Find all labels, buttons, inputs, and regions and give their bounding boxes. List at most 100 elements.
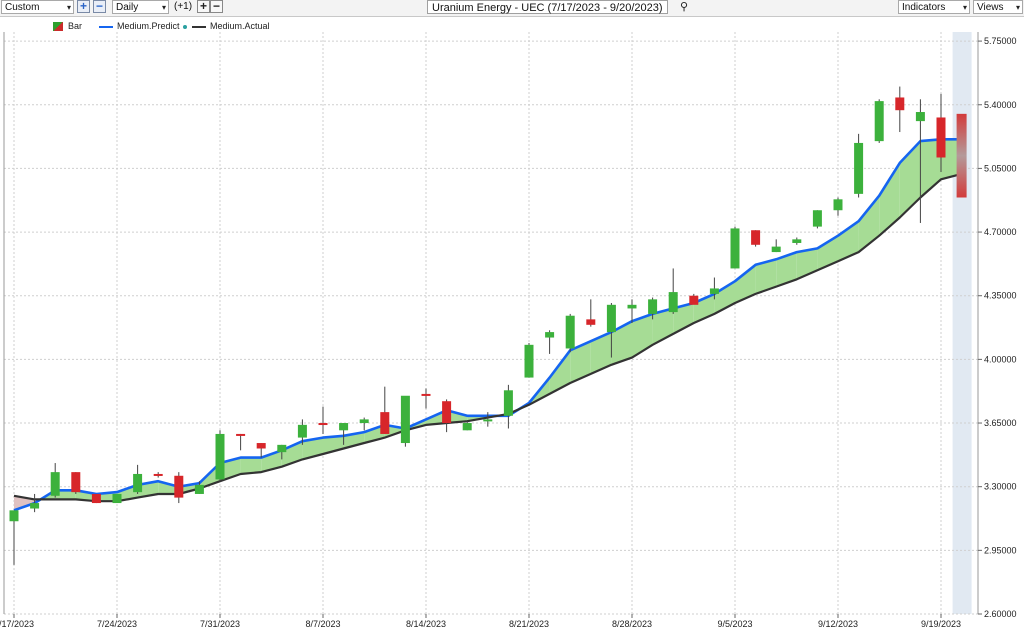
band-fill (673, 302, 694, 334)
band-fill (178, 483, 200, 494)
indicators-label: Indicators (902, 2, 946, 13)
y-tick-label: 4.70000 (984, 227, 1017, 237)
x-tick-label: 8/14/2023 (406, 619, 446, 629)
chart-style-value: Custom (5, 2, 40, 13)
views-label: Views (977, 2, 1004, 13)
medium-predict-line (13, 138, 962, 512)
candle-up (339, 423, 349, 431)
y-tick-label: 5.05000 (984, 163, 1017, 173)
candle-up (503, 390, 513, 416)
band-fill (858, 195, 880, 253)
candle-down (174, 475, 184, 498)
band-fill (755, 259, 777, 294)
shift-label: (+1) (174, 1, 193, 12)
y-tick-label: 2.60000 (984, 609, 1017, 619)
band-fill (570, 341, 591, 384)
band-fill (261, 450, 282, 473)
band-fill (735, 264, 756, 303)
candle-up (730, 228, 740, 269)
settings-dot-icon[interactable] (182, 24, 187, 29)
zoom-out-button[interactable]: − (93, 0, 106, 13)
band-fill (632, 313, 653, 358)
candle-down (751, 230, 761, 245)
chevron-down-icon: ▾ (1015, 3, 1020, 12)
band-fill (611, 321, 632, 365)
band-fill (240, 457, 262, 474)
band-fill (549, 350, 571, 394)
shift-back-button[interactable]: − (210, 0, 223, 13)
candle-up (648, 299, 658, 314)
candle-up (812, 210, 822, 227)
candle-up (9, 510, 19, 522)
candle-up (854, 142, 864, 194)
candle-down (936, 117, 946, 158)
candle-up (194, 484, 204, 494)
candle-up (277, 444, 287, 453)
candle-up (30, 503, 40, 509)
x-tick-label: 9/12/2023 (818, 619, 858, 629)
y-tick-label: 3.65000 (984, 418, 1017, 428)
band-fill (158, 481, 179, 494)
band-fill (137, 481, 159, 498)
band-fill (590, 332, 612, 374)
legend-bar-label: Bar (68, 21, 83, 31)
band-fill (879, 162, 900, 236)
y-tick-label: 5.40000 (984, 100, 1017, 110)
candle-down (421, 393, 431, 396)
x-tick-label: 7/31/2023 (200, 619, 240, 629)
period-value: Daily (116, 2, 139, 13)
band-fill (899, 141, 921, 218)
candle-down (380, 412, 390, 434)
chart-style-select[interactable]: Custom ▾ (1, 0, 74, 14)
band-fill (302, 437, 323, 460)
candle-up (462, 423, 472, 431)
x-tick-label: 9/19/2023 (921, 619, 961, 629)
band-fill (817, 235, 838, 271)
minus-icon: − (95, 0, 103, 13)
x-tick-label: 8/7/2023 (305, 619, 340, 629)
chevron-down-icon: ▾ (66, 3, 71, 12)
toolbar: Custom ▾ + − Daily ▾ (+1) + − Uranium En… (0, 0, 1024, 17)
candle-up (359, 419, 369, 424)
plus-icon: + (79, 0, 87, 13)
y-tick-label: 2.95000 (984, 545, 1017, 555)
chevron-down-icon: ▾ (962, 3, 967, 12)
band-fill (838, 221, 859, 262)
x-tick-label: 8/28/2023 (612, 619, 652, 629)
candle-down (689, 295, 699, 305)
x-tick-label: 8/21/2023 (509, 619, 549, 629)
indicators-select[interactable]: Indicators ▾ (898, 0, 970, 14)
candle-down (71, 472, 81, 493)
legend-predict-label: Medium.Predict (117, 21, 180, 31)
x-tick-label: 7/24/2023 (97, 619, 137, 629)
candle-down (236, 433, 246, 436)
period-select[interactable]: Daily ▾ (112, 0, 169, 14)
candle-down (318, 423, 328, 426)
band-fill (941, 139, 962, 180)
candle-up (133, 473, 143, 493)
shift-forward-button[interactable]: + (197, 0, 210, 13)
search-icon[interactable]: ⚲ (679, 1, 689, 13)
candle-up (874, 101, 884, 142)
candle-up (50, 472, 60, 496)
candle-up (668, 292, 678, 313)
x-tick-label: 9/5/2023 (717, 619, 752, 629)
zoom-in-button[interactable]: + (77, 0, 90, 13)
chart-title[interactable]: Uranium Energy - UEC (7/17/2023 - 9/20/2… (427, 0, 668, 14)
candle-down (91, 493, 101, 504)
x-tick-label: 7/17/2023 (0, 619, 34, 629)
candle-up (771, 246, 781, 253)
candle-up (565, 315, 575, 349)
candle-down (256, 443, 266, 449)
candle-up (915, 112, 925, 122)
candle-up (483, 419, 493, 422)
legend-predict: Medium.Predict (99, 20, 187, 32)
band-fill (776, 252, 797, 287)
views-select[interactable]: Views ▾ (973, 0, 1023, 14)
candle-up (297, 424, 307, 438)
candle-down (895, 97, 905, 111)
candle-up (112, 493, 122, 504)
candle-up (545, 332, 555, 338)
candle-up (833, 199, 843, 211)
